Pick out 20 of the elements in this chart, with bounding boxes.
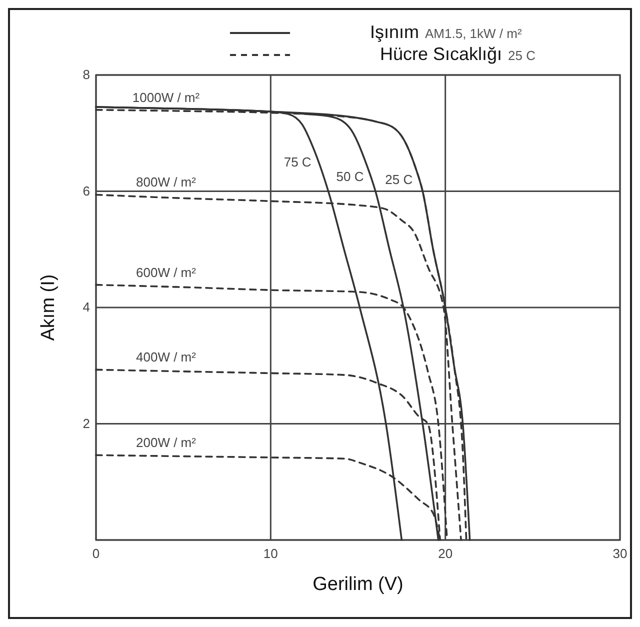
series-label: 200W / m²	[136, 435, 197, 450]
text: Hücre Sıcaklığı 25 C	[380, 44, 536, 64]
series-label: 1000W / m²	[132, 90, 200, 105]
series-label: 400W / m²	[136, 350, 197, 365]
text: Işınım AM1.5, 1kW / m²	[370, 22, 522, 42]
y-tick-label: 6	[82, 183, 90, 198]
x-tick-label: 10	[263, 546, 278, 561]
series-label: 25 C	[385, 172, 413, 187]
y-axis-title: Akım (I)	[38, 274, 59, 341]
series-label: 600W / m²	[136, 264, 197, 280]
series-label: 800W / m²	[136, 174, 197, 190]
y-tick-label: 4	[82, 300, 90, 314]
y-tick-label: 8	[82, 67, 90, 82]
series-label: 75 C	[284, 154, 312, 170]
x-tick-label: 30	[612, 546, 628, 561]
x-axis-title: Gerilim (V)	[312, 574, 404, 595]
x-tick-label: 20	[438, 546, 453, 561]
x-tick-label: 0	[92, 546, 100, 561]
series-label: 50 C	[336, 169, 364, 184]
y-tick-label: 2	[82, 416, 90, 431]
